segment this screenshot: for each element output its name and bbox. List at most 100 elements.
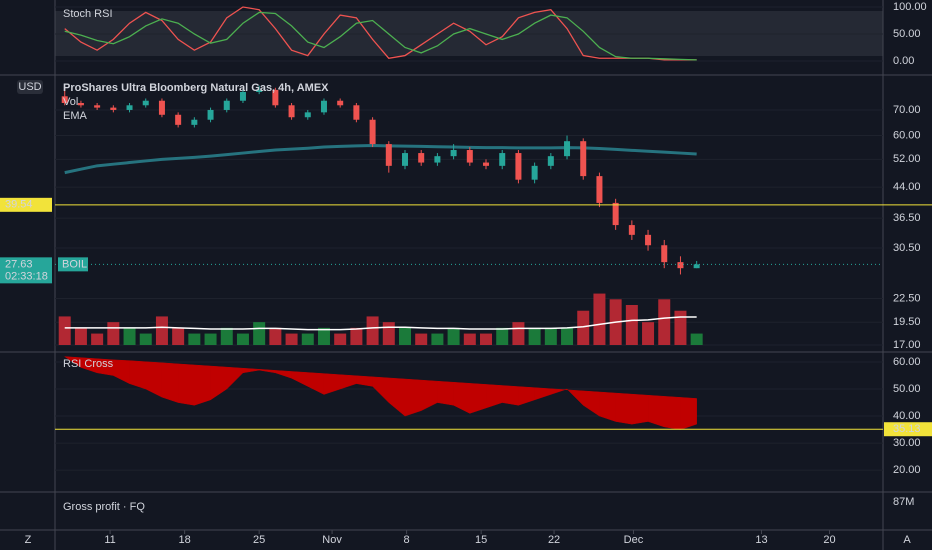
rsi-cross-area — [404, 378, 422, 417]
volume-bar — [366, 316, 379, 345]
candle-body — [337, 100, 344, 106]
y-tick-label: 52.00 — [893, 153, 921, 165]
candle-body — [385, 144, 392, 166]
candle-body — [272, 89, 279, 106]
y-tick-label: 30.00 — [893, 437, 921, 449]
candle-body — [158, 100, 165, 115]
candle-body — [434, 156, 441, 163]
x-tick-label: 11 — [104, 534, 115, 546]
candle-body — [483, 162, 490, 166]
y-tick-label: 19.50 — [893, 316, 921, 328]
x-tick-label: Dec — [624, 534, 644, 546]
y-tick-label: 60.00 — [893, 356, 921, 368]
volume-bar — [577, 310, 590, 345]
y-tick-label: 22.50 — [893, 292, 921, 304]
candle-body — [142, 100, 149, 106]
volume-bar — [528, 327, 541, 345]
volume-bar — [398, 327, 411, 345]
candle-body — [547, 156, 554, 166]
rsi-cross-area — [680, 397, 697, 430]
y-tick-label: 0.00 — [893, 55, 914, 67]
x-tick-label: 15 — [475, 534, 487, 546]
volume-bar — [658, 299, 671, 345]
candle-body — [207, 109, 214, 120]
candle-body — [628, 225, 635, 235]
y-tick-label: 44.00 — [893, 181, 921, 193]
x-tick-label: 25 — [253, 534, 265, 546]
candle-body — [94, 105, 101, 108]
pane-title: Stoch RSI — [63, 8, 113, 20]
y-tick-label: 70.00 — [893, 104, 921, 116]
pane-title: Gross profit · FQ — [63, 501, 145, 513]
volume-bar — [172, 327, 185, 345]
legend-item: EMA — [63, 110, 88, 122]
x-tick-label: Nov — [322, 534, 342, 546]
y-tick-label: 17.00 — [893, 339, 921, 351]
volume-bar — [58, 316, 71, 345]
candle-body — [320, 100, 327, 113]
volume-bar — [204, 333, 217, 345]
price-tag-label: 39.54 — [5, 199, 33, 211]
candle-body — [693, 264, 700, 269]
volume-bar — [269, 327, 282, 345]
candle-body — [126, 105, 133, 110]
last-price-tag — [0, 257, 52, 284]
volume-bar — [220, 327, 233, 345]
y-tick-label: 50.00 — [893, 383, 921, 395]
volume-bar — [188, 333, 201, 345]
symbol-tag — [58, 257, 88, 272]
price-tag — [0, 197, 52, 212]
x-tick-label: 13 — [755, 534, 767, 546]
volume-bar — [317, 327, 330, 345]
scale-button[interactable]: A — [903, 534, 911, 546]
candle-body — [191, 119, 198, 125]
candle-body — [564, 141, 571, 157]
line — [64, 144, 697, 175]
candle-body — [77, 102, 84, 106]
y-tick-label: 40.00 — [893, 410, 921, 422]
level-label: 35.13 — [893, 423, 921, 435]
candle-body — [61, 96, 68, 103]
candle-body — [466, 150, 473, 163]
volume-bar — [253, 322, 266, 345]
volume-bar — [91, 333, 104, 345]
rsi-cross-area — [664, 396, 681, 430]
y-tick-label: 30.50 — [893, 242, 921, 254]
volume-bar — [431, 333, 444, 345]
volume-bar — [236, 333, 249, 345]
y-tick-label: 60.00 — [893, 129, 921, 141]
candle-body — [304, 112, 311, 118]
volume-bar — [107, 322, 120, 345]
rsi-cross-area — [161, 362, 179, 403]
candle-body — [401, 153, 408, 166]
rsi-cross-area — [615, 392, 633, 425]
rsi-cross-area — [469, 383, 487, 414]
volume-bar — [625, 305, 638, 345]
candle-body — [239, 91, 246, 101]
volume-bar — [123, 327, 136, 345]
volume-bar — [496, 327, 509, 345]
volume-bar — [544, 327, 557, 345]
scale-button[interactable]: Z — [25, 534, 32, 546]
volume-bar — [382, 322, 395, 345]
volume-bar — [139, 333, 152, 345]
y-tick-label: 100.00 — [893, 1, 927, 13]
rsi-cross-area — [177, 363, 195, 406]
candle-body — [353, 105, 360, 120]
currency-badge[interactable] — [17, 80, 43, 94]
currency[interactable]: USD — [18, 81, 41, 93]
rsi-cross-area — [194, 364, 211, 406]
candle-body — [175, 114, 182, 125]
last-price-label: 27.63 — [5, 258, 33, 270]
candle-body — [661, 245, 668, 263]
volume-bar — [415, 333, 428, 345]
candle-body — [288, 105, 295, 118]
volume-bar — [690, 333, 703, 345]
candle-body — [499, 153, 506, 166]
volume-bar — [642, 322, 655, 345]
x-tick-label: 18 — [179, 534, 191, 546]
legend-item: Vol — [63, 96, 78, 108]
countdown: 02:33:18 — [5, 270, 48, 282]
rsi-cross-area — [599, 391, 616, 422]
